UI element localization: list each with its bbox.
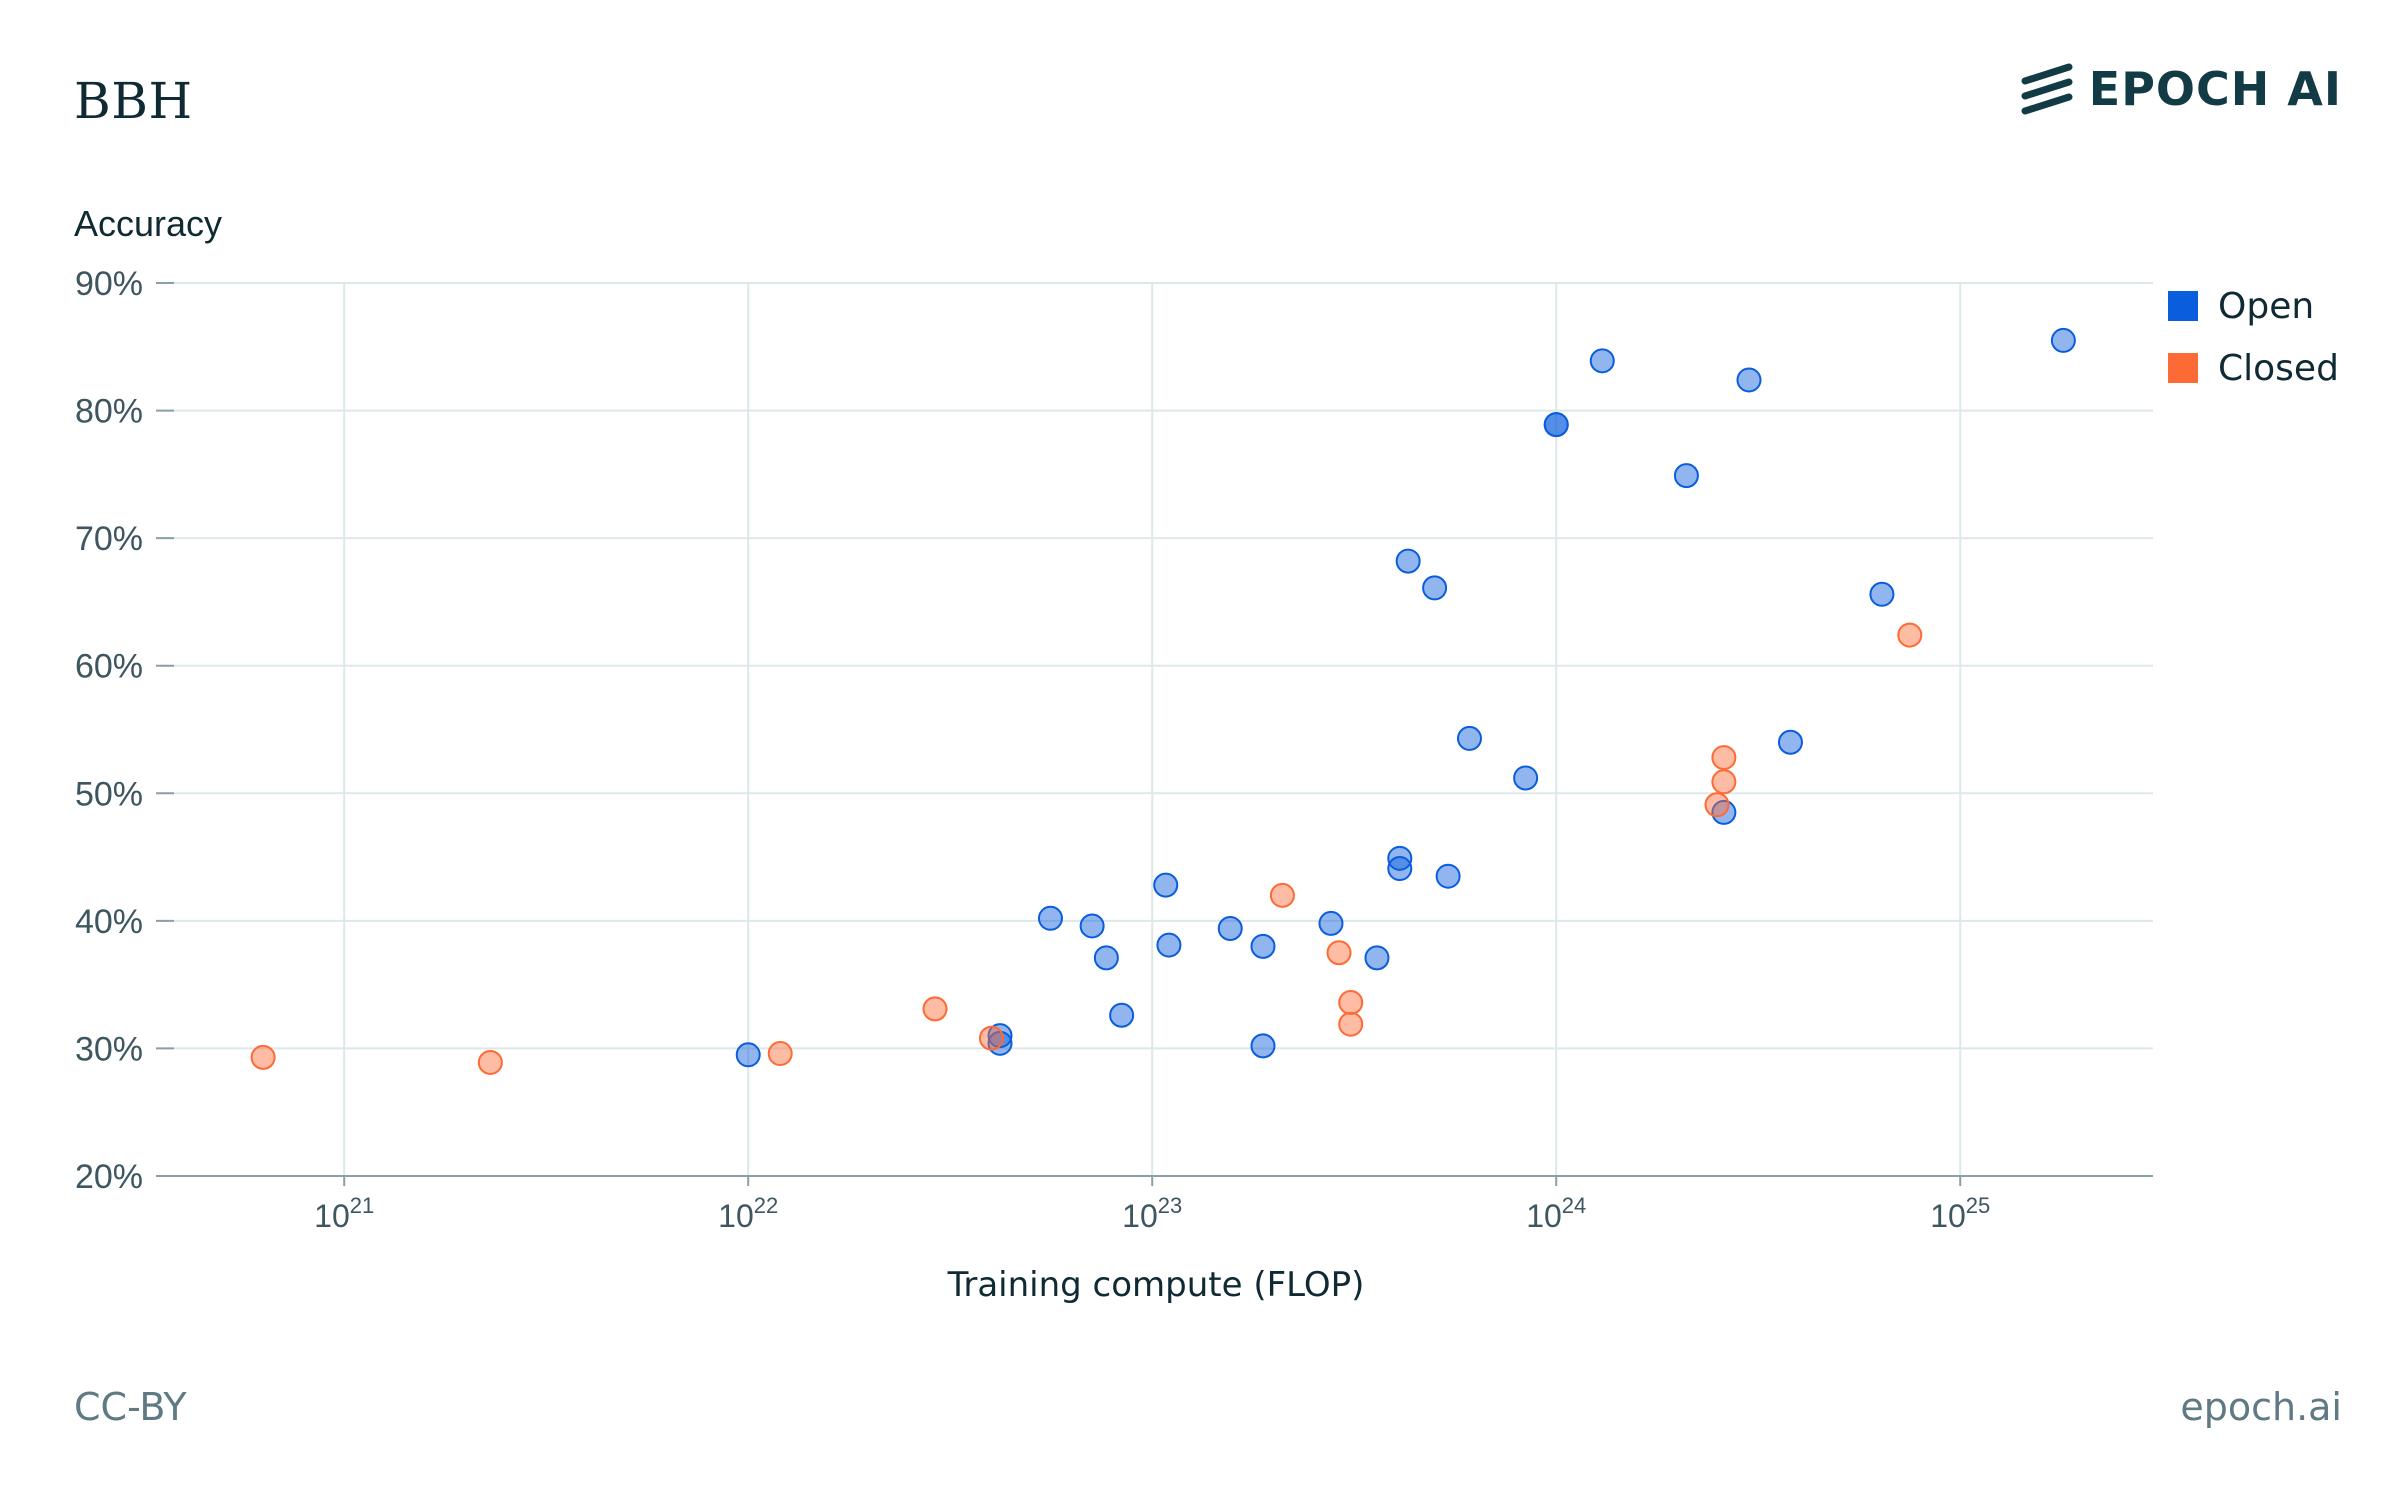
data-point-open[interactable] [1217, 916, 1243, 942]
data-point-closed[interactable] [1338, 1011, 1364, 1037]
data-point-closed[interactable] [250, 1044, 276, 1070]
data-point-closed[interactable] [767, 1041, 793, 1067]
data-point-open[interactable] [1777, 729, 1803, 755]
data-point-open[interactable] [1156, 932, 1182, 958]
license-label: CC-BY [74, 1385, 187, 1429]
data-points [250, 327, 2076, 1075]
legend-item-closed[interactable]: Closed [2168, 347, 2339, 389]
legend-item-open[interactable]: Open [2168, 285, 2339, 327]
site-link[interactable]: epoch.ai [2180, 1385, 2342, 1429]
epoch-logo: EPOCH AI [2019, 62, 2342, 116]
legend: Open Closed [2168, 286, 2339, 410]
data-point-closed[interactable] [1711, 769, 1737, 795]
data-point-open[interactable] [1250, 1033, 1276, 1059]
data-point-open[interactable] [1589, 348, 1615, 374]
data-point-open[interactable] [1869, 581, 1895, 607]
data-point-open[interactable] [1093, 945, 1119, 971]
y-tick-label: 70% [75, 520, 143, 558]
y-tick-label: 50% [75, 775, 143, 813]
axes: 20% 30% 40% 50% 60% 70% 80% 90% 1021 1022 1023 1024… [75, 265, 2153, 1234]
data-point-closed[interactable] [922, 996, 948, 1022]
data-point-open[interactable] [1387, 845, 1413, 871]
data-point-open[interactable] [735, 1042, 761, 1068]
data-point-open[interactable] [2050, 327, 2076, 353]
x-tick-label: 1024 [1526, 1193, 1586, 1234]
epoch-logo-text: EPOCH AI [2088, 62, 2342, 116]
data-point-open[interactable] [1673, 463, 1699, 489]
data-point-open[interactable] [1153, 872, 1179, 898]
data-point-open[interactable] [1318, 910, 1344, 936]
y-tick-label: 60% [75, 648, 143, 686]
data-point-open[interactable] [1711, 799, 1737, 825]
data-point-open[interactable] [1435, 863, 1461, 889]
x-tick-label: 1023 [1122, 1193, 1182, 1234]
legend-swatch-closed [2168, 353, 2198, 383]
data-point-open[interactable] [1109, 1002, 1135, 1028]
data-point-open[interactable] [1079, 913, 1105, 939]
data-point-closed[interactable] [1897, 622, 1923, 648]
data-point-closed[interactable] [1338, 990, 1364, 1016]
data-point-closed[interactable] [477, 1049, 503, 1075]
legend-swatch-open [2168, 291, 2198, 321]
data-point-open[interactable] [1037, 905, 1063, 931]
y-tick-label: 90% [75, 265, 143, 303]
data-point-closed[interactable] [1326, 940, 1352, 966]
chart-title: BBH [74, 72, 193, 130]
data-point-open[interactable] [1457, 725, 1483, 751]
data-point-open[interactable] [1387, 856, 1413, 882]
y-tick-label: 20% [75, 1158, 143, 1196]
y-tick-label: 80% [75, 393, 143, 431]
x-tick-label: 1022 [718, 1193, 778, 1234]
data-point-closed[interactable] [1704, 792, 1730, 818]
data-point-open[interactable] [1364, 945, 1390, 971]
epoch-logo-icon [2021, 63, 2073, 115]
data-point-open[interactable] [1513, 765, 1539, 791]
y-tick-label: 30% [75, 1030, 143, 1068]
x-tick-label: 1021 [314, 1193, 374, 1234]
x-axis-label: Training compute (FLOP) [947, 1265, 1365, 1305]
data-point-open[interactable] [1395, 548, 1421, 574]
data-point-open[interactable] [1543, 412, 1569, 438]
data-point-open[interactable] [1736, 367, 1762, 393]
legend-label-open: Open [2218, 285, 2315, 327]
data-point-closed[interactable] [978, 1025, 1004, 1051]
data-point-closed[interactable] [1269, 882, 1295, 908]
legend-label-closed: Closed [2218, 347, 2339, 389]
y-axis-label: Accuracy [74, 203, 222, 244]
data-point-open[interactable] [1250, 933, 1276, 959]
x-tick-label: 1025 [1930, 1193, 1990, 1234]
y-tick-label: 40% [75, 903, 143, 941]
data-point-open[interactable] [1422, 575, 1448, 601]
data-point-closed[interactable] [1711, 745, 1737, 771]
grid [160, 282, 2153, 1176]
